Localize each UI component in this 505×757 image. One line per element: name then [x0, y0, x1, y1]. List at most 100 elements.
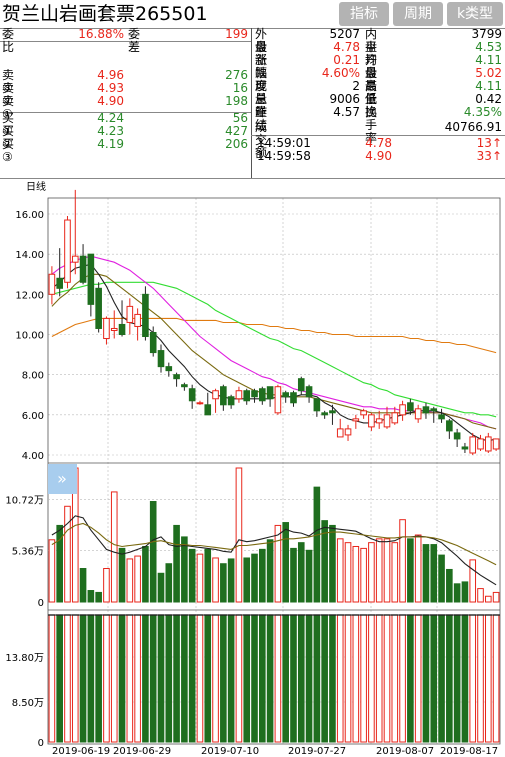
indicator-bar [492, 614, 500, 743]
tick-vol: 13↑ [476, 136, 502, 150]
bid3-label: 买③ [2, 137, 15, 164]
divider [0, 178, 505, 179]
stat-value: 0.42 [475, 92, 502, 106]
indicator-bar [461, 614, 469, 743]
indicator-bar [181, 614, 188, 743]
kline-chart[interactable]: 日线 16.00 14.00 12.00 10.00 8.00 6.00 4.00 10.72… [0, 178, 505, 757]
volume-bar [173, 524, 180, 603]
volume-bar [461, 581, 469, 603]
ktype-button[interactable]: k类型 [447, 2, 503, 26]
volume-bar [204, 548, 212, 603]
ask3-vol: 276 [225, 68, 248, 82]
stat-label: 最低 [365, 79, 378, 106]
volume-bar [95, 591, 102, 603]
indicator-bar [430, 614, 438, 743]
candle-body [118, 323, 126, 335]
stat-label: 幅度 [255, 66, 268, 93]
volume-ma-black [51, 515, 497, 586]
ask2-price: 4.93 [97, 81, 124, 95]
indicator-bar [383, 614, 391, 743]
divider [0, 112, 251, 113]
indicator-bar [235, 614, 243, 743]
candle-body [142, 293, 149, 338]
stat-value: 5.02 [475, 66, 502, 80]
indicator-bar [305, 614, 313, 743]
candle-body [188, 388, 196, 402]
volume-bar [251, 553, 258, 603]
ask1-price: 4.90 [97, 94, 124, 108]
volume-bar [220, 563, 227, 603]
candle-body [71, 255, 79, 263]
candle-body [259, 388, 266, 402]
indicator-tick-label: 8.50万 [12, 698, 44, 709]
indicator-bar [399, 614, 406, 743]
volume-bar [227, 558, 235, 603]
stat-label: 开盘 [365, 53, 378, 80]
indicator-bar [251, 614, 258, 743]
candle-body [173, 374, 180, 380]
volume-bar [492, 591, 500, 603]
indicator-bar [422, 614, 430, 743]
volume-bar [391, 542, 399, 603]
stat-label: 平均 [365, 40, 378, 67]
volume-bar [399, 519, 406, 603]
volume-bar [321, 520, 328, 603]
price-tick-label: 16.00 [15, 210, 44, 221]
volume-bar [430, 544, 438, 603]
volume-bar [438, 554, 445, 603]
candle-body [368, 414, 375, 428]
price-tick-label: 4.00 [22, 451, 44, 462]
stat-value: 0.21 [333, 53, 360, 67]
volume-bar [344, 542, 352, 603]
volume-bar [165, 563, 173, 603]
candle-body [477, 438, 484, 450]
indicator-bar [173, 614, 180, 743]
bid1-label: 买① [2, 111, 15, 138]
volume-bar [149, 501, 157, 603]
neipan-value: 3799 [471, 27, 502, 41]
indicator-bar [56, 614, 63, 743]
indicator-bar [477, 614, 484, 743]
candle-body [110, 327, 118, 331]
indicator-bar [438, 614, 445, 743]
volume-tick-label: 5.36万 [12, 547, 44, 558]
waipan-value: 5207 [329, 27, 360, 41]
collapse-handle[interactable]: » [48, 464, 77, 494]
volume-bar [383, 538, 391, 603]
candle-body [157, 350, 165, 368]
candle-body [305, 386, 313, 398]
volume-bar [87, 590, 95, 603]
candle-body [321, 412, 328, 416]
candle-body [329, 410, 336, 414]
weibi-label: 委比 [2, 27, 15, 54]
date-tick-label: 2019-07-10 [201, 746, 259, 757]
volume-bar [126, 558, 134, 603]
volume-bar [329, 524, 336, 603]
candle-body [492, 438, 500, 450]
volume-bar [157, 572, 165, 603]
header-bar: 贺兰山岩画套票265501 指标 周期 k类型 [0, 0, 505, 28]
indicator-bar [95, 614, 102, 743]
indicator-bar [196, 614, 204, 743]
indicator-button[interactable]: 指标 [339, 2, 389, 26]
indicator-bar [297, 614, 305, 743]
indicator-bar [352, 614, 360, 743]
volume-bar [188, 548, 196, 603]
candle-body [149, 331, 157, 354]
candle-body [414, 408, 422, 420]
period-button[interactable]: 周期 [393, 2, 443, 26]
candle-body [95, 287, 102, 329]
divider [0, 41, 251, 42]
volume-bar [118, 547, 126, 603]
waipan-label: 外盘 [255, 27, 268, 54]
price-tick-label: 12.00 [15, 290, 44, 301]
volume-tick-label: 10.72万 [5, 495, 44, 506]
volume-bar [259, 548, 266, 603]
tick-price: 4.78 [365, 136, 392, 150]
candle-body [375, 418, 383, 424]
tick-time: 14:59:58 [257, 149, 311, 163]
stat-label: 换手率 [365, 105, 378, 145]
volume-ma-olive [51, 522, 497, 566]
indicator-bar [204, 614, 212, 743]
indicator-bar [329, 614, 336, 743]
